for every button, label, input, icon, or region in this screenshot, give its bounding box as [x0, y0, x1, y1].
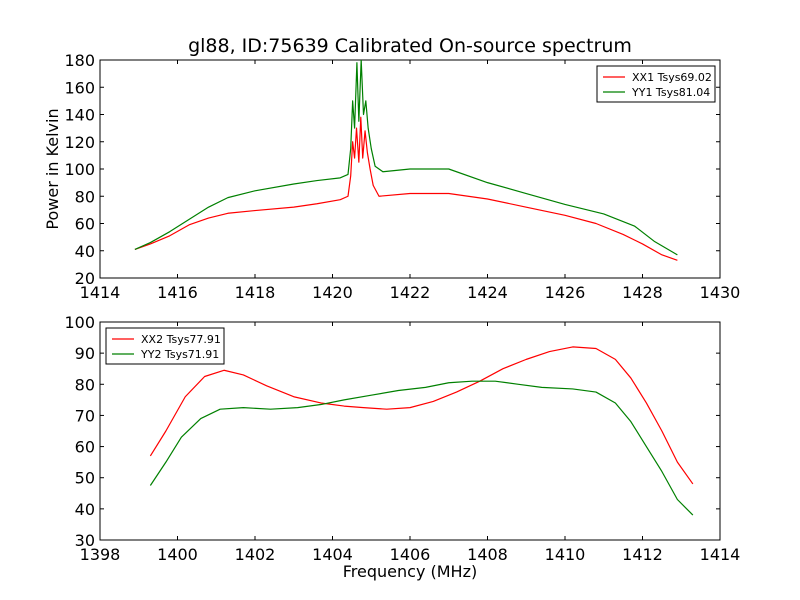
chart-0-ytick-label: 160: [64, 78, 95, 97]
chart-1-ytick-label: 70: [75, 406, 95, 425]
chart-0-ytick-label: 80: [75, 187, 95, 206]
chart-1-legend: XX2 Tsys77.91 YY2 Tsys71.91: [105, 327, 225, 365]
chart-0-xtick-label: 1426: [545, 283, 586, 302]
chart-0-xtick-label: 1430: [700, 283, 741, 302]
bottom-plot: 1398 1400 1402 1404 1406 1408 1410 1412 1414 30 40…: [64, 313, 740, 564]
chart-0-legend-box: [596, 65, 716, 103]
chart-0-xtick-label: 1428: [622, 283, 663, 302]
chart-1-xtick-label: 1402: [235, 545, 276, 564]
chart-0-ytick-label: 20: [75, 269, 95, 288]
chart-1-xtick-label: 1406: [390, 545, 431, 564]
x-axis-label: Frequency (MHz): [343, 562, 477, 581]
chart-1-series-1-line: [149, 380, 694, 516]
chart-1-xtick-label: 1404: [312, 545, 353, 564]
chart-1-ytick-label: 60: [75, 438, 95, 457]
chart-0-xtick-label: 1414: [80, 283, 121, 302]
chart-0-xtick-label: 1420: [312, 283, 353, 302]
chart-0-ytick-label: 180: [64, 51, 95, 70]
chart-0-series-0-line: [134, 116, 678, 261]
chart-0-xtick-label: 1416: [157, 283, 198, 302]
chart-1-series-0-line: [149, 346, 694, 485]
chart-0-legend-label-0: XX1 Tsys69.02: [632, 71, 712, 84]
chart-1-legend-label-0: XX2 Tsys77.91: [141, 333, 221, 346]
chart-1-ytick-label: 40: [75, 500, 95, 519]
chart-0-legend: XX1 Tsys69.02 YY1 Tsys81.04: [596, 65, 716, 103]
chart-0-y-axis-label: Power in Kelvin: [43, 108, 62, 229]
chart-1-xtick-label: 1398: [80, 545, 121, 564]
chart-1-xtick-label: 1412: [622, 545, 663, 564]
chart-0-ytick-label: 140: [64, 106, 95, 125]
chart-0-ytick-label: 100: [64, 160, 95, 179]
chart-1-ytick-label: 50: [75, 469, 95, 488]
chart-1-xtick-label: 1400: [157, 545, 198, 564]
top-plot: 1414 1416 1418 1420 1422 1424 1426 1428 1430 20 40…: [43, 51, 740, 302]
chart-1-legend-label-1: YY2 Tsys71.91: [140, 348, 219, 361]
chart-0-xtick-label: 1424: [467, 283, 508, 302]
chart-1-xtick-label: 1408: [467, 545, 508, 564]
chart-0-ytick-label: 60: [75, 215, 95, 234]
chart-0-ytick-label: 120: [64, 133, 95, 152]
chart-1-ytick-label: 100: [64, 313, 95, 332]
chart-1-xtick-label: 1414: [700, 545, 741, 564]
figure-title: gl88, ID:75639 Calibrated On-source spec…: [188, 35, 632, 57]
chart-1-ytick-label: 30: [75, 531, 95, 550]
chart-1-legend-box: [105, 327, 225, 365]
chart-0-xtick-label: 1418: [235, 283, 276, 302]
chart-0-ytick-label: 40: [75, 242, 95, 261]
chart-1-xtick-label: 1410: [545, 545, 586, 564]
chart-1-ytick-label: 90: [75, 344, 95, 363]
chart-0-xtick-label: 1422: [390, 283, 431, 302]
chart-0-series-1-line: [134, 60, 678, 256]
chart-0-legend-label-1: YY1 Tsys81.04: [631, 86, 710, 99]
chart-1-ytick-label: 80: [75, 375, 95, 394]
